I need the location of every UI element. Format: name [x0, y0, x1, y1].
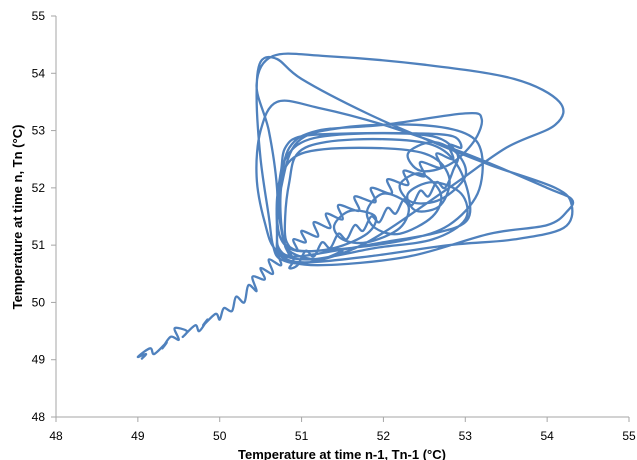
- y-tick-label: 53: [32, 124, 46, 138]
- x-axis-title: Temperature at time n-1, Tn-1 (°C): [238, 447, 446, 460]
- y-tick-labels: 48 49 50 51 52 53 54 55: [32, 9, 46, 424]
- x-tick-label: 48: [49, 429, 63, 443]
- x-tick-label: 55: [622, 429, 636, 443]
- y-tick-label: 54: [32, 66, 46, 80]
- series-layer: [136, 52, 575, 360]
- x-tick-label: 50: [213, 429, 227, 443]
- y-tick-label: 49: [32, 353, 46, 367]
- x-tick-label: 51: [295, 429, 309, 443]
- series-line: [136, 52, 575, 360]
- y-tick-label: 51: [32, 238, 46, 252]
- y-tick-label: 55: [32, 9, 46, 23]
- x-tick-label: 52: [377, 429, 391, 443]
- y-tick-label: 50: [32, 295, 46, 309]
- y-axis: [51, 15, 57, 418]
- y-tick-label: 52: [32, 181, 46, 195]
- x-tick-label: 53: [459, 429, 473, 443]
- y-tick-label: 48: [32, 410, 46, 424]
- x-tick-label: 54: [540, 429, 554, 443]
- y-axis-title: Temperature at time n, Tn (°C): [10, 125, 25, 310]
- x-axis: [55, 416, 630, 422]
- x-tick-label: 49: [131, 429, 145, 443]
- x-tick-labels: 48 49 50 51 52 53 54 55: [49, 429, 636, 443]
